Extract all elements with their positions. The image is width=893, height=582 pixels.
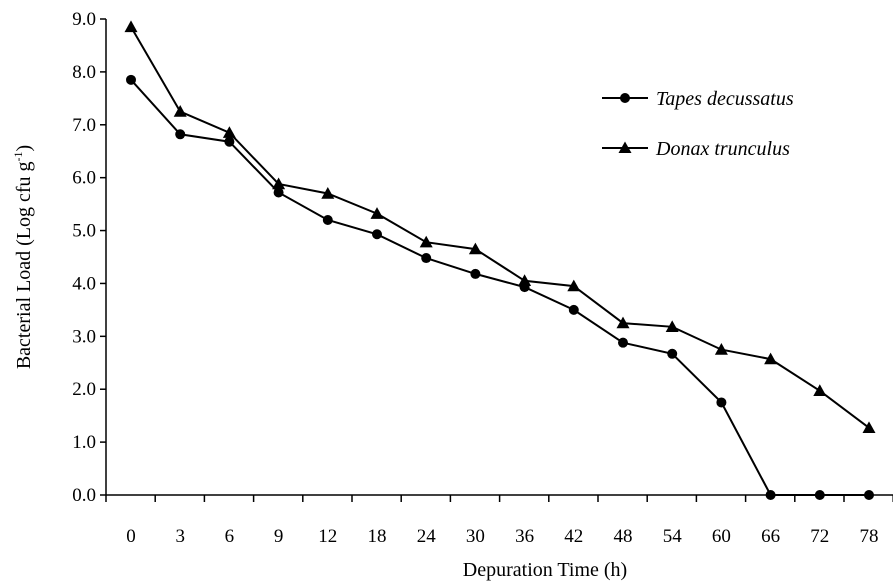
data-point-tapes — [864, 490, 874, 500]
data-point-donax — [616, 316, 630, 329]
data-point-tapes — [765, 490, 776, 500]
x-tick-label: 66 — [761, 526, 780, 547]
x-ticks: 0 3 6 9 12 18 24 30 36 42 48 54 60 66 72 78 — [105, 495, 893, 547]
data-point-donax — [222, 126, 236, 138]
x-tick-label: 78 — [860, 526, 879, 547]
x-tick-label: 72 — [810, 526, 829, 547]
data-point-donax — [370, 207, 384, 219]
y-axis-title-superscript: -1 — [11, 151, 25, 161]
x-tick-label: 6 — [225, 526, 235, 547]
data-point-tapes — [175, 129, 186, 140]
y-tick-label: 2.0 — [72, 379, 96, 400]
y-tick-label: 7.0 — [72, 115, 96, 136]
data-point-tapes — [322, 214, 333, 225]
y-tick-label: 5.0 — [72, 221, 96, 242]
legend-entry-donax: Donax trunculus — [602, 138, 790, 160]
y-tick-label: 8.0 — [72, 62, 96, 83]
data-point-tapes — [273, 187, 284, 198]
data-point-donax — [124, 20, 138, 33]
series-line-donax — [130, 26, 870, 429]
data-point-donax — [714, 343, 728, 355]
y-tick-label: 9.0 — [72, 9, 96, 30]
data-point-tapes — [618, 337, 628, 348]
legend: Tapes decussatus Donax trunculus — [602, 88, 794, 160]
x-tick-label: 18 — [368, 526, 387, 547]
data-point-tapes — [470, 268, 481, 279]
y-axis-title: Bacterial Load (Log cfu g-1) — [11, 145, 35, 369]
data-point-tapes — [568, 304, 579, 315]
data-point-tapes — [126, 74, 136, 85]
data-point-donax — [862, 421, 876, 434]
data-point-donax — [419, 235, 433, 248]
data-point-donax — [665, 320, 679, 333]
x-tick-label: 9 — [274, 526, 284, 547]
y-tick-label: 3.0 — [72, 326, 96, 347]
data-point-tapes — [421, 253, 432, 264]
x-tick-label: 0 — [126, 526, 136, 547]
data-point-donax — [173, 105, 187, 117]
data-point-donax — [321, 187, 335, 199]
data-point-tapes — [224, 136, 235, 147]
data-point-tapes — [372, 229, 382, 240]
legend-entry-tapes: Tapes decussatus — [602, 88, 794, 110]
y-tick-label: 4.0 — [72, 273, 96, 294]
legend-marker-tapes — [620, 93, 630, 103]
data-point-donax — [764, 352, 778, 365]
x-tick-label: 54 — [663, 526, 683, 547]
data-point-tapes — [716, 397, 727, 408]
y-ticks: 0.0 1.0 2.0 3.0 4.0 5.0 6.0 7.0 8.0 9.0 — [72, 9, 106, 506]
x-tick-label: 60 — [712, 526, 731, 547]
x-tick-label: 36 — [515, 526, 534, 547]
legend-label-tapes: Tapes decussatus — [656, 88, 794, 110]
y-tick-label: 6.0 — [72, 168, 96, 189]
x-tick-label: 30 — [466, 526, 485, 547]
y-axis-title-close: ) — [13, 145, 35, 152]
data-point-tapes — [814, 490, 825, 500]
y-axis-title-main: Bacterial Load (Log cfu g — [13, 161, 35, 369]
data-point-donax — [518, 274, 532, 286]
x-tick-label: 3 — [175, 526, 185, 547]
data-point-donax — [813, 384, 827, 397]
y-tick-label: 1.0 — [72, 432, 96, 453]
data-point-donax — [567, 279, 581, 292]
data-point-donax — [468, 242, 482, 255]
legend-marker-donax — [618, 141, 632, 153]
x-tick-label: 12 — [318, 526, 337, 547]
x-tick-label: 24 — [417, 526, 437, 547]
series-layer — [124, 20, 876, 500]
y-tick-label: 0.0 — [72, 485, 96, 506]
x-tick-label: 42 — [564, 526, 583, 547]
data-point-tapes — [667, 348, 678, 359]
legend-label-donax: Donax trunculus — [655, 138, 790, 160]
x-axis-title: Depuration Time (h) — [463, 559, 627, 581]
series-line-tapes — [130, 79, 869, 496]
x-tick-label: 48 — [614, 526, 633, 547]
data-point-donax — [272, 177, 286, 190]
